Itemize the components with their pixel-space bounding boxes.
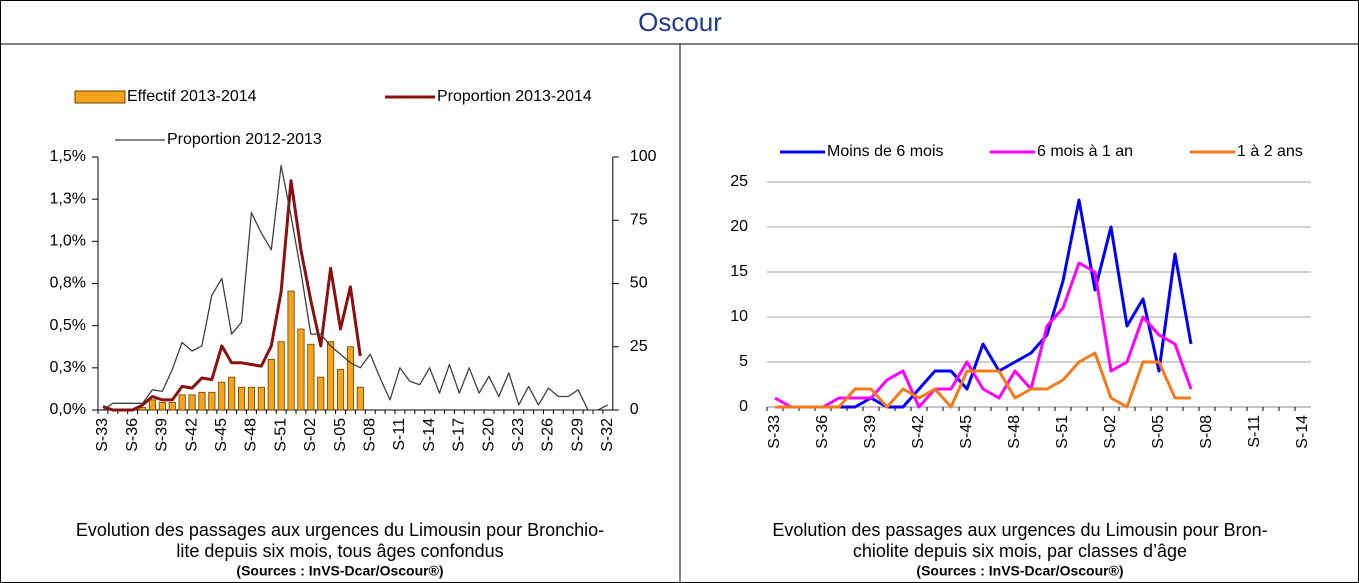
x-tick-label: S-29 — [569, 418, 586, 452]
bar — [336, 369, 345, 411]
y2-tick-label: 25 — [630, 338, 648, 355]
page-title: Oscour — [638, 7, 722, 37]
bar — [158, 402, 166, 411]
line-series — [774, 261, 1193, 409]
bar — [327, 341, 335, 411]
legend-label: Proportion 2012-2013 — [167, 131, 322, 148]
y-tick-label: 1,3% — [50, 190, 86, 207]
source: (Sources : InVS-Dcar/Oscour®) — [916, 563, 1123, 579]
y-tick-label: 0,3% — [50, 359, 86, 376]
y-tick-label: 0,8% — [50, 275, 86, 292]
line-series — [775, 198, 1193, 409]
x-tick-label: S-20 — [480, 418, 497, 452]
x-tick-label: S-33 — [766, 415, 783, 449]
y-tick-label: 1,0% — [50, 233, 86, 250]
bar — [188, 394, 196, 411]
y-tick-label: 20 — [730, 218, 748, 235]
x-tick-label: S-42 — [183, 418, 200, 452]
x-tick-label: S-48 — [243, 418, 260, 452]
bar — [178, 394, 186, 411]
bar — [208, 391, 216, 411]
y-tick-label: 0 — [739, 398, 748, 415]
x-tick-label: S-11 — [1246, 415, 1263, 448]
y2-tick-label: 50 — [630, 275, 648, 292]
legend-label: Proportion 2013-2014 — [437, 88, 592, 105]
x-tick-label: S-08 — [1198, 415, 1215, 449]
bar — [267, 358, 275, 411]
bar — [237, 386, 246, 411]
x-tick-label: S-42 — [910, 415, 927, 449]
bar — [317, 376, 325, 411]
bar — [307, 343, 315, 411]
bar — [198, 391, 206, 411]
bar — [277, 341, 285, 411]
x-tick-label: S-39 — [154, 418, 171, 452]
x-tick-label: S-51 — [1054, 415, 1071, 449]
bar — [356, 386, 364, 411]
legend-swatch — [74, 90, 126, 104]
x-tick-label: S-05 — [332, 418, 349, 452]
bar — [228, 376, 236, 411]
line-series — [102, 164, 609, 411]
caption: lite depuis six mois, tous âges confondu… — [176, 541, 503, 561]
x-tick-label: S-36 — [814, 415, 831, 449]
bar — [346, 346, 355, 411]
bar — [287, 290, 295, 411]
line-series — [102, 179, 362, 412]
bar — [257, 386, 265, 411]
bar — [297, 328, 305, 411]
x-tick-label: S-45 — [958, 415, 975, 449]
line-series — [775, 351, 1191, 409]
x-tick-label: S-05 — [1150, 415, 1167, 449]
bar — [247, 386, 256, 411]
x-tick-label: S-17 — [451, 418, 468, 452]
x-tick-label: S-11 — [391, 418, 408, 451]
x-tick-label: S-14 — [1294, 415, 1311, 449]
caption: chiolite depuis six mois, par classes d’… — [853, 541, 1187, 561]
y2-tick-label: 75 — [630, 211, 648, 228]
bar — [138, 407, 147, 411]
x-tick-label: S-33 — [94, 418, 111, 452]
y-tick-label: 25 — [730, 173, 748, 190]
x-tick-label: S-14 — [421, 418, 438, 452]
legend-label: 1 à 2 ans — [1237, 143, 1303, 160]
x-tick-label: S-32 — [599, 418, 616, 452]
x-tick-label: S-45 — [213, 418, 230, 452]
x-tick-label: S-26 — [540, 418, 557, 452]
caption: Evolution des passages aux urgences du L… — [772, 520, 1267, 540]
y-tick-label: 5 — [739, 353, 748, 370]
legend-label: Effectif 2013-2014 — [127, 88, 257, 105]
source: (Sources : InVS-Dcar/Oscour®) — [236, 563, 443, 579]
y-tick-label: 0,5% — [50, 317, 86, 334]
x-tick-label: S-08 — [361, 418, 378, 452]
x-tick-label: S-48 — [1006, 415, 1023, 449]
legend-label: Moins de 6 mois — [827, 143, 944, 160]
x-tick-label: S-36 — [124, 418, 141, 452]
bar — [148, 399, 157, 411]
y-tick-label: 15 — [730, 263, 748, 280]
y-tick-label: 0,0% — [50, 401, 86, 418]
y2-tick-label: 0 — [630, 401, 639, 418]
x-tick-label: S-02 — [1102, 415, 1119, 449]
caption: Evolution des passages aux urgences du L… — [76, 520, 604, 540]
x-tick-label: S-02 — [302, 418, 319, 452]
y-tick-label: 10 — [730, 308, 748, 325]
y-tick-label: 1,5% — [50, 148, 86, 165]
x-tick-label: S-23 — [510, 418, 527, 452]
y2-tick-label: 100 — [630, 148, 657, 165]
legend-label: 6 mois à 1 an — [1037, 143, 1133, 160]
x-tick-label: S-39 — [862, 415, 879, 449]
bar — [218, 381, 226, 411]
x-tick-label: S-51 — [272, 418, 289, 452]
bar — [168, 402, 176, 411]
